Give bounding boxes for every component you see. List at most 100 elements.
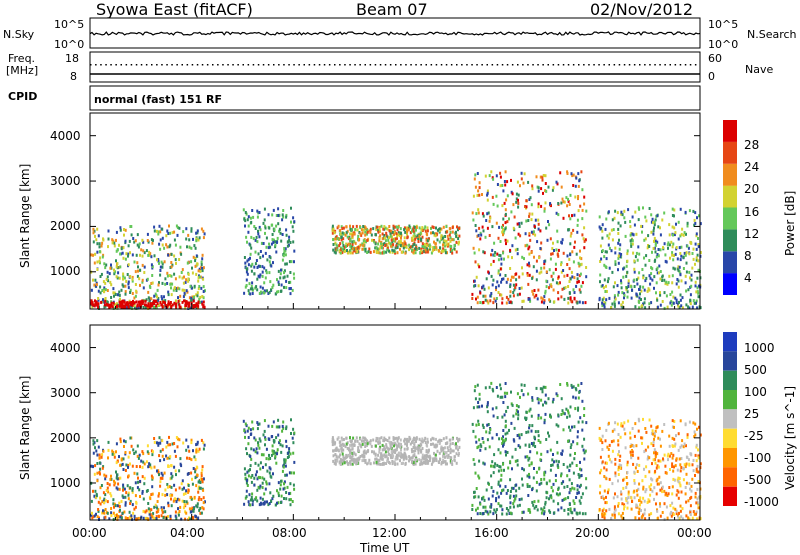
power-cell [421,226,423,229]
velocity-cell [603,497,605,500]
velocity-cell [277,419,279,422]
power-cell [482,301,484,304]
velocity-cell [615,509,617,512]
power-cell [94,262,96,265]
power-cell [506,180,508,183]
power-cell [562,238,564,241]
power-cell [98,234,100,237]
velocity-cell [375,445,377,448]
power-cell [552,252,554,255]
velocity-cell [627,507,629,510]
power-cell [132,253,134,256]
power-cell [193,296,195,299]
power-cell [637,259,639,262]
power-cell [604,278,606,281]
power-cell [159,225,161,228]
velocity-cell [100,503,102,506]
power-cell [152,282,154,285]
power-cell [540,187,542,190]
power-cell [501,231,503,234]
power-cell [114,244,116,247]
power-cell [349,233,351,236]
power-cell [493,203,495,206]
velocity-cell [151,475,153,478]
velocity-cell [125,469,127,472]
power-cell [505,274,507,277]
velocity-cell [512,404,514,407]
velocity-cell [103,491,105,494]
power-cell [478,234,480,237]
power-cell [371,239,373,242]
velocity-cell [644,508,646,511]
velocity-cell [373,461,375,464]
velocity-cell [517,434,519,437]
velocity-cell [107,487,109,490]
power-cell [622,276,624,279]
power-cell [498,269,500,272]
power-cell [521,172,523,175]
velocity-cell [99,468,101,471]
velocity-cell [377,454,379,457]
power-cell [101,242,103,245]
power-cell [357,228,359,231]
velocity-cell [280,443,282,446]
power-cell [168,225,170,228]
power-cell [605,228,607,231]
power-cell [287,245,289,248]
power-cell [624,221,626,224]
velocity-cell [397,463,399,466]
velocity-cell [290,498,292,501]
power-cell [159,274,161,277]
power-cell [119,301,121,304]
velocity-cell [381,436,383,439]
velocity-cell [450,451,452,454]
power-cell [614,281,616,284]
velocity-cell [352,445,354,448]
velocity-cell [567,508,569,511]
power-cell [376,226,378,229]
power-cell [601,230,603,233]
power-cell [450,240,452,243]
power-cell [185,278,187,281]
power-cell [633,233,635,236]
velocity-cell [580,496,582,499]
velocity-cell [388,448,390,451]
power-cell [506,296,508,299]
power-cell [567,254,569,257]
velocity-cell [179,510,181,513]
power-cell [648,259,650,262]
power-cell [483,229,485,232]
power-cell [569,217,571,220]
power-cell [644,297,646,300]
power-cell [435,242,437,245]
power-cell [649,207,651,210]
power-cell [251,281,253,284]
power-cell [655,291,657,294]
velocity-cell [114,456,116,459]
velocity-cell [408,436,410,439]
velocity-cell [658,483,660,486]
velocity-cell [262,466,264,469]
velocity-cell [566,474,568,477]
power-cell [265,276,267,279]
power-cell [546,285,548,288]
velocity-cell [663,423,665,426]
velocity-cell [507,467,509,470]
velocity-cell [451,449,453,452]
power-cell [510,290,512,293]
velocity-cell [349,451,351,454]
velocity-cell [680,469,682,472]
power-cell [571,172,573,175]
power-cell [527,219,529,222]
velocity-cell [192,516,194,519]
power-cell [282,259,284,262]
velocity-cell [400,439,402,442]
power-cell [245,236,247,239]
velocity-cell [376,457,378,460]
power-cell [406,246,408,249]
velocity-cell [252,503,254,506]
power-cell [516,193,518,196]
power-cell [198,269,200,272]
power-cell [452,226,454,229]
velocity-cell [178,438,180,441]
